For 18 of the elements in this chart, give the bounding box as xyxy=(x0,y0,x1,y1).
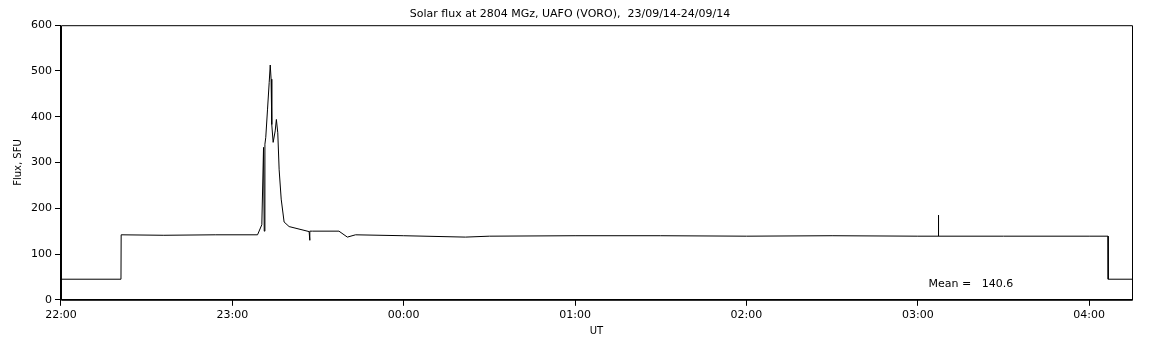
y-tick-label: 600 xyxy=(31,18,52,32)
y-axis-title: Flux, SFU xyxy=(11,139,23,186)
chart-title: Solar flux at 2804 MGz, UAFO (VORO), 23/09/14-24/09/14 xyxy=(409,7,731,21)
x-tick-label: 04:00 xyxy=(1073,308,1106,322)
y-tick-label: 300 xyxy=(31,155,52,169)
annotation: Mean = 140.6 xyxy=(928,276,1014,290)
x-tick-label: 00:00 xyxy=(387,308,420,322)
x-tick-label: 02:00 xyxy=(730,308,763,322)
x-tick-label: 22:00 xyxy=(45,308,77,322)
x-tick-label: 03:00 xyxy=(901,308,934,322)
y-tick-label: 100 xyxy=(31,246,52,260)
y-tick-label: 500 xyxy=(31,63,52,77)
x-tick-label: 23:00 xyxy=(216,308,249,322)
x-tick-label: 01:00 xyxy=(559,308,591,322)
y-tick-label: 0 xyxy=(45,292,52,306)
y-tick-label: 400 xyxy=(31,109,52,123)
y-tick-label: 200 xyxy=(31,201,52,215)
x-axis-title: UT xyxy=(589,324,605,336)
